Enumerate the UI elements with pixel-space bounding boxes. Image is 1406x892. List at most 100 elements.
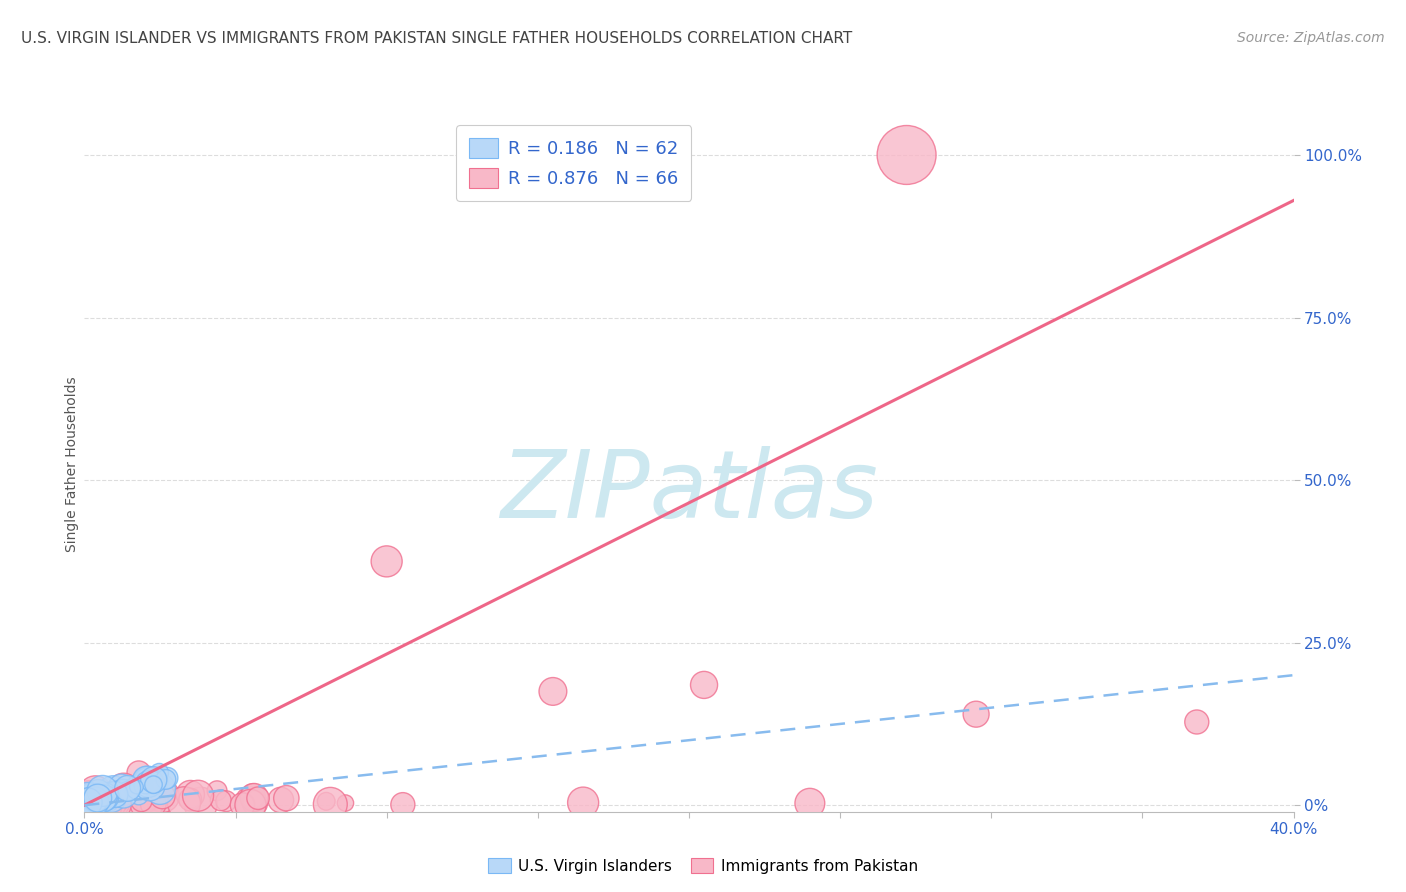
Point [142, 772, 165, 787]
Point [107, 798, 129, 813]
Point [97, 787, 120, 801]
Point [239, 795, 262, 809]
Point [87, 791, 110, 805]
Point [82, 794, 104, 808]
Y-axis label: Single Father Households: Single Father Households [65, 376, 79, 551]
Point [149, 781, 172, 796]
Point [82, 796, 104, 810]
Point [541, 684, 564, 698]
Point [107, 794, 129, 808]
Point [125, 776, 148, 790]
Point [139, 779, 162, 793]
Point [76, 797, 98, 811]
Point [134, 778, 156, 792]
Point [146, 774, 169, 789]
Point [83, 794, 105, 808]
Point [187, 789, 209, 803]
Point [91, 785, 114, 799]
Point [100, 788, 122, 802]
Point [148, 797, 170, 812]
Point [96, 796, 118, 810]
Point [135, 795, 157, 809]
Point [104, 795, 127, 809]
Point [270, 793, 292, 807]
Point [135, 772, 157, 787]
Point [83, 792, 105, 806]
Point [77, 797, 100, 811]
Point [84, 790, 107, 805]
Point [100, 790, 122, 805]
Point [243, 790, 266, 805]
Point [205, 783, 228, 797]
Point [87, 797, 110, 812]
Point [392, 797, 415, 812]
Point [319, 797, 342, 812]
Point [215, 794, 238, 808]
Point [75, 796, 97, 810]
Point [131, 794, 153, 808]
Point [315, 794, 337, 808]
Point [799, 797, 821, 811]
Point [190, 797, 212, 811]
Point [80, 789, 103, 803]
Point [76, 797, 98, 811]
Legend: R = 0.186   N = 62, R = 0.876   N = 66: R = 0.186 N = 62, R = 0.876 N = 66 [456, 125, 692, 201]
Point [125, 780, 148, 794]
Point [73, 797, 96, 811]
Point [100, 792, 122, 806]
Point [77, 788, 100, 802]
Point [120, 797, 142, 812]
Point [135, 796, 157, 810]
Point [896, 148, 918, 162]
Point [101, 788, 124, 802]
Point [128, 778, 150, 792]
Point [239, 797, 262, 812]
Point [87, 785, 110, 799]
Point [93, 791, 115, 805]
Point [91, 784, 114, 798]
Point [134, 779, 156, 793]
Text: Source: ZipAtlas.com: Source: ZipAtlas.com [1237, 31, 1385, 45]
Point [86, 795, 108, 809]
Point [73, 793, 96, 807]
Point [75, 796, 97, 810]
Point [77, 784, 100, 798]
Point [103, 798, 125, 813]
Text: U.S. VIRGIN ISLANDER VS IMMIGRANTS FROM PAKISTAN SINGLE FATHER HOUSEHOLDS CORREL: U.S. VIRGIN ISLANDER VS IMMIGRANTS FROM … [21, 31, 852, 46]
Point [83, 794, 105, 808]
Point [94, 790, 117, 805]
Point [112, 787, 135, 801]
Point [173, 796, 195, 810]
Point [156, 771, 179, 785]
Point [276, 791, 298, 805]
Point [152, 789, 174, 803]
Point [104, 788, 127, 802]
Point [242, 789, 264, 804]
Point [77, 795, 100, 809]
Point [87, 786, 110, 800]
Point [148, 765, 170, 780]
Point [82, 793, 104, 807]
Point [117, 784, 139, 798]
Point [93, 791, 115, 805]
Text: ZIPatlas: ZIPatlas [501, 446, 877, 537]
Point [693, 678, 716, 692]
Point [94, 789, 117, 804]
Point [98, 798, 121, 813]
Point [94, 797, 117, 812]
Point [94, 797, 117, 812]
Point [335, 796, 357, 810]
Point [209, 793, 232, 807]
Point [179, 792, 201, 806]
Point [79, 792, 101, 806]
Point [96, 791, 118, 805]
Point [243, 797, 266, 811]
Point [114, 787, 136, 801]
Point [79, 789, 101, 803]
Point [111, 784, 134, 798]
Point [136, 773, 159, 788]
Point [101, 784, 124, 798]
Point [89, 789, 111, 804]
Point [139, 795, 162, 809]
Point [138, 775, 160, 789]
